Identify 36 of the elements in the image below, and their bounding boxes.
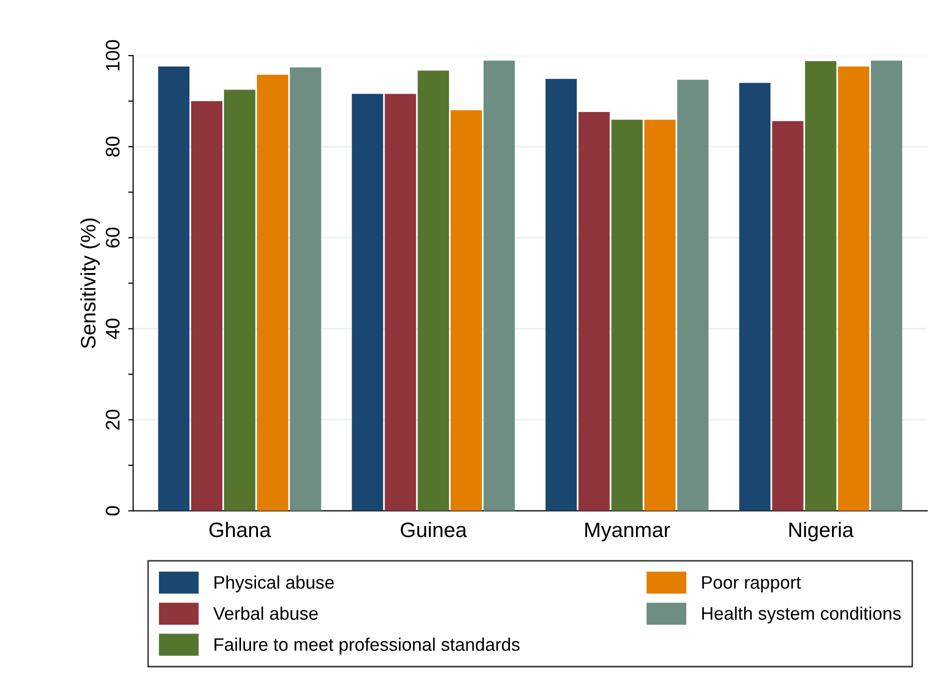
x-tick-label: Nigeria [789, 522, 854, 542]
bar [191, 101, 222, 511]
bar [384, 94, 416, 511]
bar [578, 112, 610, 511]
y-tick-label: 40 [106, 318, 120, 340]
bar [290, 67, 322, 511]
y-tick-label: 80 [106, 136, 120, 157]
x-tick-label: Ghana [209, 522, 271, 538]
bar [352, 94, 384, 511]
bar [870, 60, 902, 511]
bar [256, 74, 288, 511]
x-tick-label: Guinea [400, 522, 467, 538]
bar [838, 66, 870, 511]
y-axis-title: Sensitivity (%) [80, 218, 100, 348]
y-tick-label: 100 [106, 40, 120, 70]
bar [644, 120, 676, 511]
bar [484, 60, 515, 511]
y-tick-label: 20 [106, 410, 120, 430]
bar [418, 70, 449, 511]
bar [224, 90, 256, 511]
bar [805, 61, 836, 511]
legend-label: Verbal abuse [213, 606, 318, 620]
bar [158, 66, 190, 511]
bar [450, 110, 482, 511]
bar [677, 80, 709, 511]
bar [611, 120, 643, 511]
legend-label: Health system conditions [702, 606, 901, 624]
legend-label: Physical abuse [214, 576, 334, 592]
legend-label: Poor rapport [702, 576, 801, 592]
y-tick-label: 0 [106, 506, 120, 516]
bar [772, 121, 804, 511]
legend-label: Failure to meet professional standards [214, 638, 520, 654]
x-tick-label: Myanmar [585, 522, 670, 542]
bar [546, 78, 577, 511]
y-tick-label: 60 [106, 228, 120, 248]
bar [739, 82, 770, 511]
